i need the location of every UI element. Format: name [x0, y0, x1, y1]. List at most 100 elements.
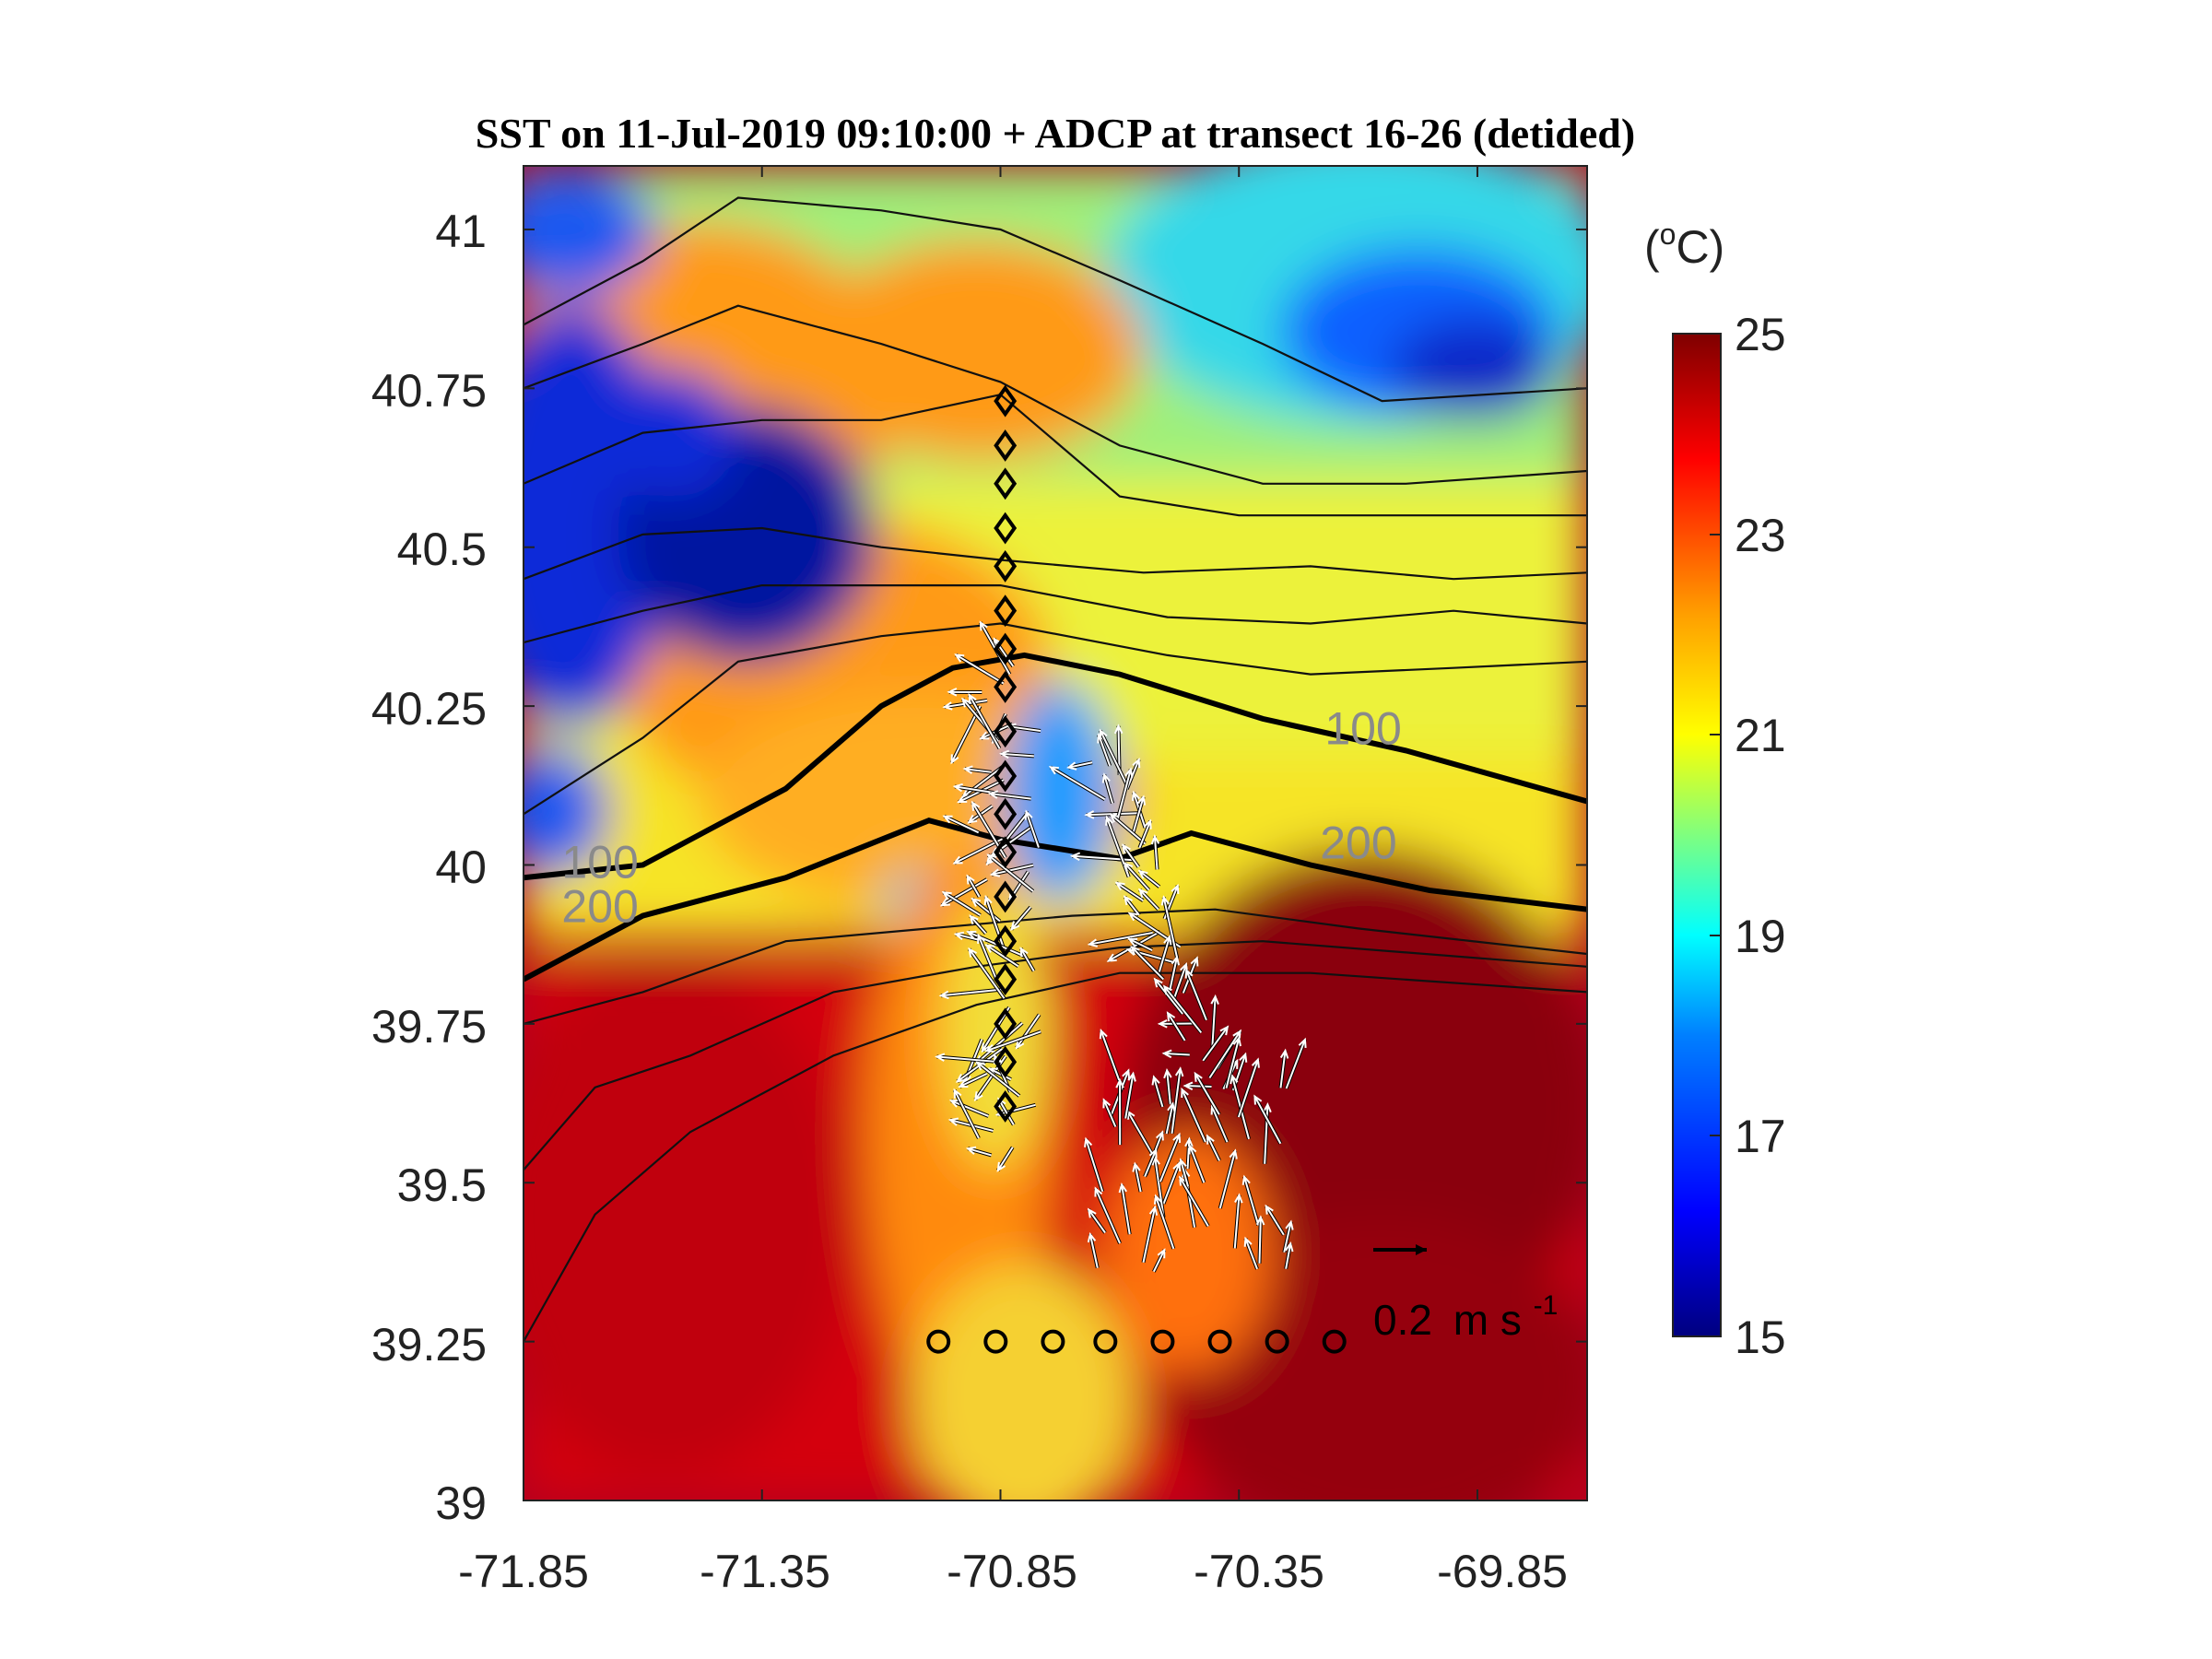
station-diamond	[994, 836, 1018, 869]
adcp-vector	[1099, 728, 1130, 788]
adcp-vector	[939, 877, 988, 907]
adcp-vector	[1130, 945, 1165, 981]
isotherm-line	[524, 940, 1587, 1171]
sst-heatmap	[524, 166, 1587, 1500]
adcp-vector	[1164, 1101, 1176, 1135]
station-diamond	[994, 632, 1018, 665]
station-circle	[1322, 1329, 1347, 1354]
isotherm-line	[524, 584, 1587, 644]
adcp-vector	[1048, 765, 1106, 801]
adcp-vector	[1153, 977, 1184, 1016]
colorbar-unit: (oC)	[1644, 218, 1724, 273]
adcp-vector	[969, 914, 988, 935]
colorbar-gradient	[1672, 333, 1722, 1337]
adcp-vector	[1153, 1194, 1176, 1250]
adcp-vector	[942, 814, 980, 835]
adcp-vector	[1143, 1147, 1159, 1178]
y-tick-label: 39	[435, 1477, 487, 1529]
contour-label: 200	[561, 881, 638, 933]
scale-arrow: 0.2 m s -1	[1373, 1244, 1558, 1344]
colorbar-tick-label: 23	[1735, 510, 1786, 561]
adcp-vector	[1124, 758, 1141, 790]
adcp-vector	[1151, 1155, 1166, 1218]
adcp-vector	[1141, 1205, 1159, 1264]
y-tick-label: 40.5	[397, 524, 487, 575]
adcp-vector	[1114, 881, 1145, 902]
adcp-vector	[1109, 813, 1147, 845]
adcp-vector	[1188, 1144, 1206, 1183]
station-diamond	[994, 670, 1018, 703]
adcp-vector	[958, 1072, 988, 1088]
x-tick-label: -71.85	[458, 1546, 589, 1597]
station-diamond	[994, 924, 1018, 958]
colorbar: (oC) 25 23 21 19 17 15	[1644, 218, 1786, 1363]
adcp-vector	[976, 933, 999, 981]
adcp-vector	[1284, 1037, 1307, 1089]
y-axis-tick-labels: 41 40.75 40.5 40.25 40 39.75 39.5 39.25 …	[371, 206, 487, 1529]
adcp-vector	[1138, 888, 1160, 911]
adcp-vector	[1178, 1175, 1210, 1228]
adcp-vector	[965, 874, 982, 899]
station-circle	[1265, 1329, 1289, 1354]
adcp-vector	[1084, 1136, 1105, 1193]
colorbar-tick-label: 21	[1735, 710, 1786, 761]
station-circle	[983, 1329, 1008, 1354]
station-diamond	[994, 594, 1018, 628]
station-diamond	[994, 549, 1018, 582]
y-tick-label: 39.75	[371, 1001, 487, 1053]
y-tick-label: 39.5	[397, 1159, 487, 1211]
adcp-vector	[1263, 1102, 1272, 1164]
adcp-vector	[1160, 895, 1180, 959]
scale-arrow-value: 0.2	[1373, 1296, 1432, 1344]
contour-label: 100	[1324, 702, 1401, 754]
station-diamond	[994, 512, 1018, 545]
adcp-vector	[952, 1088, 981, 1139]
x-axis-tick-labels: -71.85 -71.35 -70.85 -70.35 -69.85	[458, 1546, 1568, 1597]
adcp-vector	[1201, 1025, 1230, 1063]
adcp-vector	[1066, 760, 1093, 771]
svg-text:0.2 m s -1: 0.2 m s -1	[1373, 1290, 1558, 1344]
adcp-vector	[1015, 1013, 1041, 1050]
adcp-vector	[984, 1030, 1041, 1053]
stations	[926, 384, 1347, 1354]
adcp-vector	[1115, 767, 1134, 821]
adcp-vector	[1093, 1186, 1122, 1244]
adcp-vector	[1210, 994, 1219, 1051]
adcp-vector	[983, 894, 1006, 949]
adcp-vector	[999, 749, 1035, 759]
colorbar-tick-label: 15	[1735, 1312, 1786, 1363]
station-diamond	[994, 467, 1018, 500]
plot-frame	[523, 165, 1588, 1501]
adcp-vector	[948, 1099, 990, 1118]
contour-label: 100	[561, 836, 638, 888]
adcp-vector	[1137, 869, 1161, 888]
adcp-vector	[975, 1061, 1021, 1098]
adcp-vector	[1284, 1241, 1294, 1270]
adcp-vector	[965, 1146, 993, 1158]
adcp-vector	[1265, 1204, 1286, 1236]
adcp-vector	[1024, 809, 1041, 849]
isotherm-line	[524, 622, 1587, 816]
colorbar-tick-label: 17	[1735, 1111, 1786, 1162]
station-diamond	[994, 384, 1018, 418]
station-diamond	[994, 797, 1018, 830]
adcp-vector	[1151, 1075, 1165, 1108]
station-diamond	[994, 429, 1018, 462]
adcp-vector	[1241, 1174, 1261, 1226]
adcp-vector	[986, 853, 1035, 893]
adcp-vector	[1150, 834, 1160, 870]
isobaths	[524, 652, 1587, 982]
adcp-vector	[1180, 1087, 1207, 1143]
adcp-vector	[996, 1146, 1015, 1172]
adcp-vector	[987, 790, 1031, 801]
adcp-vector	[984, 943, 1019, 968]
x-tick-label: -70.35	[1194, 1546, 1324, 1597]
isobath-200	[524, 818, 1587, 982]
scale-arrow-exponent: -1	[1534, 1290, 1559, 1321]
station-diamond	[994, 963, 1018, 996]
adcp-vector	[1123, 862, 1150, 891]
adcp-vector	[947, 688, 982, 697]
adcp-vector	[971, 897, 1002, 923]
adcp-vector	[1206, 1134, 1221, 1162]
